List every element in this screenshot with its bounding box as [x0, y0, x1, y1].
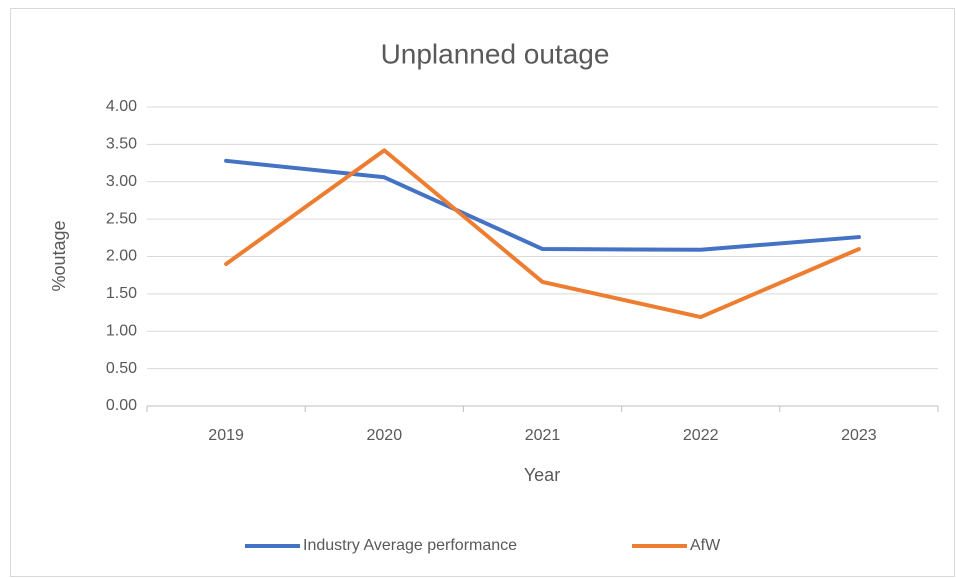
x-tick-label: 2019	[208, 427, 244, 444]
x-axis-title: Year	[524, 465, 560, 485]
x-tick-label: 2023	[841, 427, 877, 444]
y-tick-label: 1.50	[106, 285, 137, 302]
x-tick-label: 2021	[525, 427, 561, 444]
y-tick-label: 0.00	[106, 397, 137, 414]
y-tick-label: 1.00	[106, 322, 137, 339]
y-tick-label: 0.50	[106, 360, 137, 377]
legend-label: AfW	[690, 537, 721, 554]
y-tick-label: 2.50	[106, 210, 137, 227]
y-axis-title: %outage	[49, 220, 69, 291]
y-tick-label: 2.00	[106, 248, 137, 265]
legend-label: Industry Average performance	[303, 537, 517, 554]
series-line	[224, 148, 861, 320]
y-tick-label: 3.50	[106, 136, 137, 153]
chart-title: Unplanned outage	[381, 38, 610, 69]
x-tick-label: 2020	[367, 427, 403, 444]
series-line	[224, 158, 861, 252]
y-tick-label: 4.00	[106, 98, 137, 115]
x-tick-label: 2022	[683, 427, 719, 444]
chart-frame	[10, 8, 955, 577]
y-tick-label: 3.00	[106, 173, 137, 190]
